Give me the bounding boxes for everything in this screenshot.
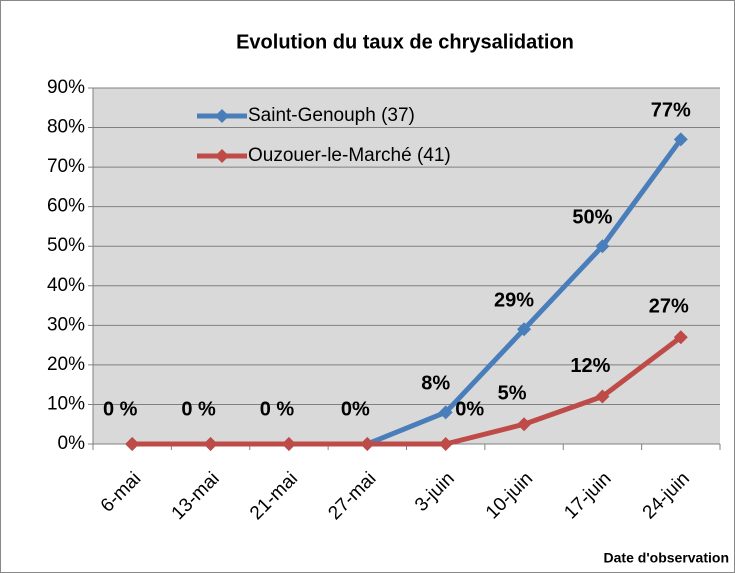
data-label: 50% [572, 207, 612, 229]
data-label: 77% [651, 100, 691, 122]
data-label: 0 % [181, 398, 216, 420]
marker [673, 132, 688, 147]
marker [517, 417, 532, 432]
marker [125, 437, 140, 451]
y-tick-label: 90% [47, 77, 85, 98]
marker [673, 330, 688, 345]
y-tick-label: 20% [47, 354, 85, 375]
data-label: 5% [498, 383, 527, 405]
data-label: 0 % [260, 398, 295, 420]
marker [203, 437, 218, 451]
data-label: 12% [570, 355, 610, 377]
marker [438, 405, 453, 420]
marker [360, 437, 375, 451]
data-label: 27% [649, 295, 689, 317]
marker [438, 437, 453, 451]
y-tick-label: 70% [47, 156, 85, 177]
y-tick-label: 10% [47, 393, 85, 414]
y-tick-label: 40% [47, 275, 85, 296]
x-axis-label: Date d'observation [604, 550, 729, 566]
y-tick-label: 50% [47, 235, 85, 256]
data-label: 0% [341, 398, 370, 420]
y-tick-label: 0% [58, 433, 86, 454]
data-label: 0 % [103, 398, 138, 420]
data-label: 29% [494, 290, 534, 312]
legend-label: Saint-Genouph (37) [248, 105, 415, 126]
marker [595, 389, 610, 404]
chart-title: Evolution du taux de chrysalidation [236, 31, 574, 53]
data-label: 0% [455, 398, 484, 420]
legend-marker [215, 149, 229, 163]
y-tick-label: 30% [47, 314, 85, 335]
y-tick-label: 80% [47, 117, 85, 138]
data-label: 8% [421, 373, 450, 395]
legend-label: Ouzouer-le-Marché (41) [248, 145, 451, 166]
marker [595, 239, 610, 254]
plot-area [93, 88, 720, 444]
marker [281, 437, 296, 451]
legend-marker [215, 109, 229, 123]
y-tick-label: 60% [47, 196, 85, 217]
marker [517, 322, 532, 337]
series-line [132, 335, 683, 447]
